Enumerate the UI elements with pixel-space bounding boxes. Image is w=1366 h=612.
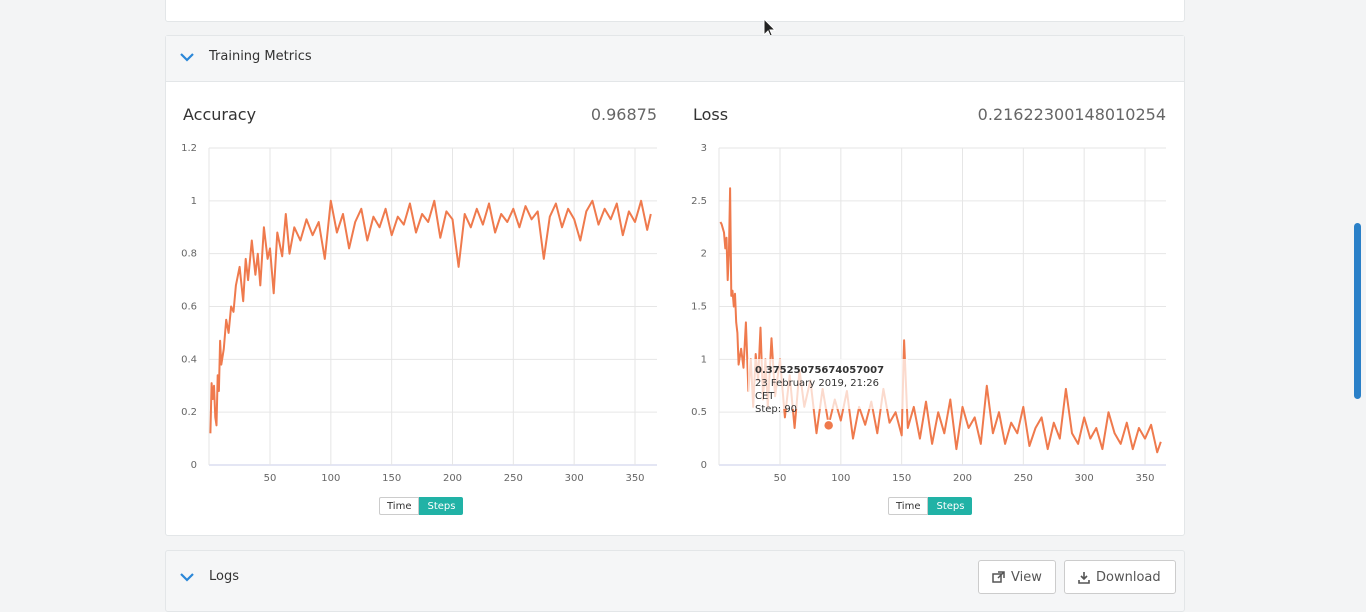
- accuracy-y-tick-label: 1.2: [181, 143, 197, 154]
- accuracy-x-tick-label: 350: [625, 473, 644, 484]
- view-logs-button[interactable]: View: [978, 560, 1056, 594]
- accuracy-x-tick-label: 300: [565, 473, 584, 484]
- loss-y-tick-label: 2: [701, 249, 707, 260]
- loss-y-tick-label: 0: [701, 460, 707, 471]
- tooltip-value: 0.37525075674057007: [755, 365, 885, 376]
- loss-hover-point: [822, 419, 835, 432]
- loss-value: 0.21622300148010254: [977, 105, 1166, 124]
- loss-title: Loss: [693, 105, 729, 124]
- download-icon: [1078, 571, 1090, 584]
- loss-x-tick-label: 50: [774, 473, 787, 484]
- time-toggle-button[interactable]: Time: [888, 497, 929, 515]
- accuracy-value: 0.96875: [590, 105, 657, 124]
- loss-y-tick-label: 0.5: [691, 407, 707, 418]
- loss-y-tick-label: 1: [701, 354, 707, 365]
- steps-toggle-button[interactable]: Steps: [928, 497, 973, 515]
- loss-x-tick-label: 200: [953, 473, 972, 484]
- download-logs-button[interactable]: Download: [1064, 560, 1176, 594]
- tooltip-date: 23 February 2019, 21:26 CET: [755, 378, 880, 402]
- time-toggle-button[interactable]: Time: [379, 497, 420, 515]
- steps-toggle-button[interactable]: Steps: [419, 497, 464, 515]
- chevron-down-icon[interactable]: [180, 52, 194, 62]
- loss-y-tick-label: 1.5: [691, 302, 707, 313]
- accuracy-x-tick-label: 250: [504, 473, 523, 484]
- accuracy-y-tick-label: 1: [191, 196, 197, 207]
- accuracy-y-tick-label: 0: [191, 460, 197, 471]
- panel-title: Training Metrics: [209, 49, 312, 64]
- accuracy-y-tick-label: 0.4: [181, 354, 197, 365]
- accuracy-y-tick-label: 0.2: [181, 407, 197, 418]
- loss-series-line: [719, 187, 1162, 454]
- loss-axis-toggle: Time Steps: [888, 497, 973, 515]
- training-metrics-header[interactable]: Training Metrics: [166, 36, 1184, 82]
- accuracy-x-tick-label: 200: [443, 473, 462, 484]
- download-label: Download: [1096, 569, 1161, 585]
- loss-x-tick-label: 100: [831, 473, 850, 484]
- loss-y-tick-label: 3: [701, 143, 707, 154]
- accuracy-y-tick-label: 0.6: [181, 302, 197, 313]
- loss-tooltip: 0.37525075674057007 23 February 2019, 21…: [748, 359, 908, 415]
- accuracy-axis-toggle: Time Steps: [379, 497, 464, 515]
- training-metrics-panel: Training Metrics: [165, 35, 1185, 536]
- logs-title: Logs: [209, 569, 239, 584]
- accuracy-x-tick-label: 150: [382, 473, 401, 484]
- accuracy-y-tick-label: 0.8: [181, 249, 197, 260]
- external-link-icon: [992, 570, 1005, 583]
- loss-x-tick-label: 300: [1075, 473, 1094, 484]
- view-label: View: [1011, 569, 1042, 585]
- logs-panel: Logs View Download: [165, 550, 1185, 612]
- loss-y-tick-label: 2.5: [691, 196, 707, 207]
- loss-x-tick-label: 350: [1135, 473, 1154, 484]
- loss-x-tick-label: 150: [892, 473, 911, 484]
- accuracy-title: Accuracy: [183, 105, 257, 124]
- page-scrollbar[interactable]: [1354, 223, 1361, 399]
- accuracy-x-tick-label: 100: [321, 473, 340, 484]
- previous-panel: [165, 0, 1185, 22]
- accuracy-x-tick-label: 50: [264, 473, 277, 484]
- accuracy-series-line: [209, 199, 652, 434]
- loss-x-tick-label: 250: [1014, 473, 1033, 484]
- chevron-down-icon[interactable]: [180, 572, 194, 582]
- tooltip-step: Step: 90: [755, 404, 798, 415]
